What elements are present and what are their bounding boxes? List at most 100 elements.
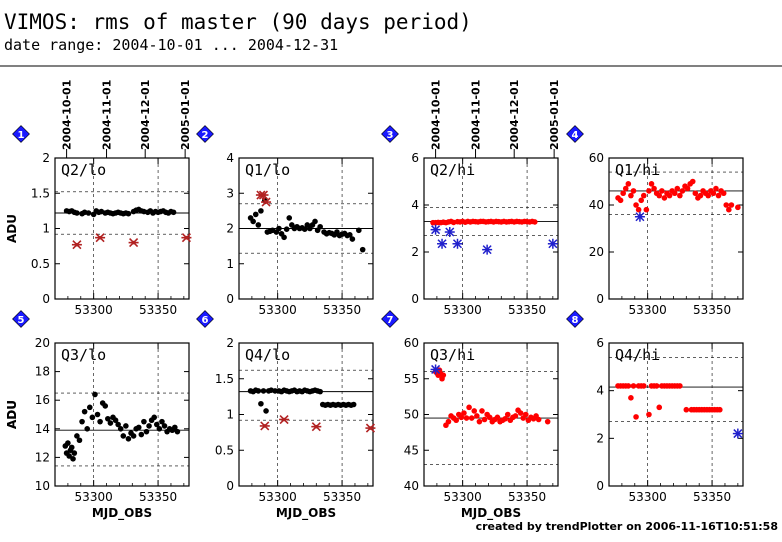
data-point [81, 408, 88, 415]
date-tick-label: 2004-10-01 [61, 80, 74, 150]
date-tick-label: 2004-11-01 [101, 80, 114, 150]
y-tick-label: 1.5 [31, 186, 50, 200]
data-point [123, 423, 129, 429]
data-point [161, 423, 168, 429]
data-point [71, 450, 78, 456]
y-tick-label: 2 [42, 151, 50, 165]
panel-label: Q2/lo [61, 161, 106, 179]
plot-frame [54, 342, 190, 487]
x-tick-label: 53350 [693, 490, 731, 504]
y-tick-label: 3 [226, 186, 234, 200]
y-axis-label: ADU [5, 400, 19, 429]
data-point [112, 417, 119, 424]
y-tick-label: 0 [596, 479, 604, 493]
data-point [656, 192, 663, 199]
outlier-star-marker [128, 238, 139, 248]
data-point [350, 401, 357, 408]
flag-asterisk-marker [452, 238, 463, 249]
panel-8: 0 2 4 6 53300 53350 Q4/hi 8 [566, 310, 744, 504]
marker-core [75, 242, 79, 247]
data-point [715, 192, 722, 199]
x-tick-label: 53300 [75, 490, 113, 504]
outlier-star-marker [311, 422, 322, 432]
data-point [84, 426, 91, 432]
plot-frame [54, 157, 190, 300]
panel-2: 0 1 2 3 4 53300 53350 Q1/lo 2 [196, 125, 374, 317]
data-point [172, 424, 178, 431]
data-point [272, 388, 278, 394]
y-tick-label: 12 [35, 450, 50, 464]
panel-index-number: 2 [202, 130, 209, 141]
marker-core [261, 193, 266, 197]
data-point [146, 423, 152, 429]
page-subtitle: date range: 2004-10-01 ... 2004-12-31 [4, 36, 338, 54]
data-point [717, 406, 723, 413]
marker-stroke [431, 225, 441, 235]
plot-frame [608, 157, 744, 300]
outlier-star-marker [365, 423, 376, 433]
data-point [255, 222, 262, 228]
data-point [255, 388, 262, 394]
marker-core [262, 424, 267, 428]
data-point [143, 428, 150, 435]
data-point [92, 391, 98, 398]
data-point [674, 185, 681, 192]
data-point [141, 418, 147, 425]
panel-5: 10 12 14 16 18 20 53300 53350 Q3/lo 5 ADU MJD_OBS [5, 310, 190, 521]
y-tick-label: 2 [226, 222, 234, 236]
data-point [481, 416, 488, 423]
panel-label: Q3/lo [61, 346, 106, 364]
data-point [648, 181, 655, 187]
data-point [68, 444, 75, 451]
data-point [276, 225, 282, 232]
data-point [440, 372, 447, 378]
x-axis-label: MJD_OBS [461, 506, 521, 521]
data-point [517, 410, 524, 416]
data-point [359, 246, 366, 253]
outlier-star-marker [95, 233, 106, 243]
data-point [153, 421, 160, 428]
y-tick-label: 0 [226, 479, 234, 493]
data-point [466, 404, 472, 411]
data-point [486, 414, 493, 421]
data-point [679, 188, 686, 194]
data-point [628, 395, 634, 401]
data-point [726, 206, 732, 213]
data-point [70, 456, 76, 462]
x-tick-label: 53300 [444, 303, 482, 317]
data-point [347, 232, 353, 238]
data-point [635, 206, 642, 213]
data-point [617, 197, 624, 204]
data-point [643, 206, 650, 213]
data-point [705, 192, 712, 199]
marker-stroke [437, 239, 447, 249]
panel-index-number: 5 [18, 315, 25, 326]
data-point [622, 185, 629, 192]
date-tick-label: 2004-12-01 [508, 80, 521, 150]
data-point [317, 388, 323, 395]
marker-core [282, 417, 286, 422]
marker-stroke [635, 212, 645, 222]
y-tick-label: 0.5 [31, 257, 50, 271]
data-point [471, 408, 478, 414]
page-title: VIMOS: rms of master (90 days period) [4, 10, 472, 34]
y-tick-label: 20 [589, 245, 604, 259]
data-point [479, 408, 485, 414]
data-point [258, 208, 264, 214]
data-point [283, 226, 290, 233]
data-point [689, 178, 696, 185]
data-point [474, 413, 480, 419]
data-point [286, 215, 293, 221]
flag-asterisk-marker [430, 224, 441, 235]
y-tick-label: 45 [404, 443, 419, 457]
data-point [463, 415, 470, 421]
data-point [661, 195, 668, 201]
data-point [728, 202, 735, 208]
y-axis-label: ADU [5, 400, 19, 429]
panel-label: Q2/hi [430, 161, 475, 179]
y-tick-label: 50 [404, 408, 419, 422]
data-point [640, 383, 647, 389]
panel-index-number: 1 [18, 130, 25, 141]
outlier-star-marker [279, 414, 290, 425]
